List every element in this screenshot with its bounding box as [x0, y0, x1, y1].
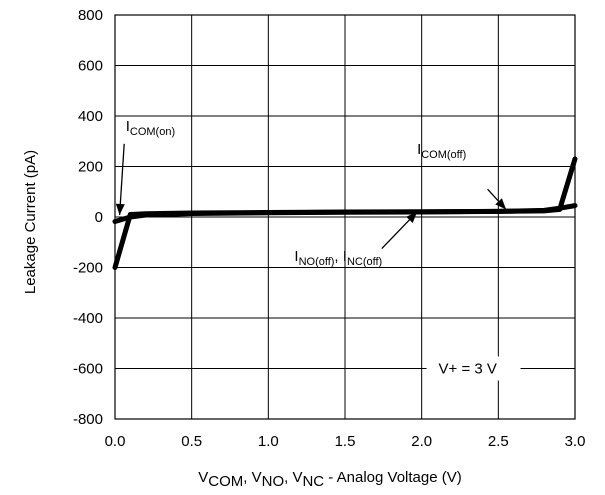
grid-lines	[114, 14, 576, 420]
annotation-label: ICOM(on)	[126, 118, 175, 138]
annotation-icom-on: ICOM(on)	[115, 118, 175, 216]
annotation-label: INO(off), INC(off)	[294, 248, 382, 268]
annotation-icom-off: ICOM(off)	[417, 141, 507, 210]
y-tick-label: -400	[73, 310, 103, 327]
x-tick-label: 1.5	[335, 433, 356, 450]
annotation-arrow-line	[118, 143, 125, 216]
y-tick-label: 400	[78, 108, 103, 125]
y-tick-label: 200	[78, 159, 103, 176]
y-tick-label: -800	[73, 411, 103, 428]
plot-frame	[114, 14, 576, 420]
annotation-arrow-head	[495, 198, 506, 210]
y-tick-label: 800	[78, 7, 103, 24]
annotation-ino-nc-off: INO(off), INC(off)	[294, 211, 418, 268]
condition-label-background	[426, 356, 521, 381]
y-tick-label: 600	[78, 58, 103, 75]
y-tick-label: -200	[73, 260, 103, 277]
x-tick-label: 0.0	[105, 433, 126, 450]
x-tick-label: 3.0	[565, 433, 586, 450]
x-tick-label: 2.0	[411, 433, 432, 450]
annotations: ICOM(on) ICOM(off) INO(off), INC(off)	[115, 118, 507, 268]
x-tick-label: 2.5	[488, 433, 509, 450]
x-tick-label: 1.0	[258, 433, 279, 450]
annotation-label: ICOM(off)	[417, 141, 466, 161]
x-axis-title: VCOM, VNO, VNC - Analog Voltage (V)	[198, 469, 461, 490]
series-line	[112, 203, 578, 224]
y-tick-label: 0	[95, 209, 103, 226]
x-axis-ticks: 0.0 0.5 1.0 1.5 2.0 2.5 3.0	[105, 433, 586, 450]
y-axis-ticks: 800 600 400 200 0 -200 -400 -600 -800	[73, 7, 103, 428]
x-tick-label: 0.5	[181, 433, 202, 450]
condition-label: V+ = 3 V	[439, 361, 497, 378]
annotation-arrow-head	[406, 211, 418, 223]
y-axis-title: Leakage Current (pA)	[22, 150, 39, 294]
data-series	[112, 156, 578, 270]
annotation-arrow-head	[115, 203, 125, 215]
condition-label-box: V+ = 3 V	[426, 356, 521, 381]
y-tick-label: -600	[73, 361, 103, 378]
